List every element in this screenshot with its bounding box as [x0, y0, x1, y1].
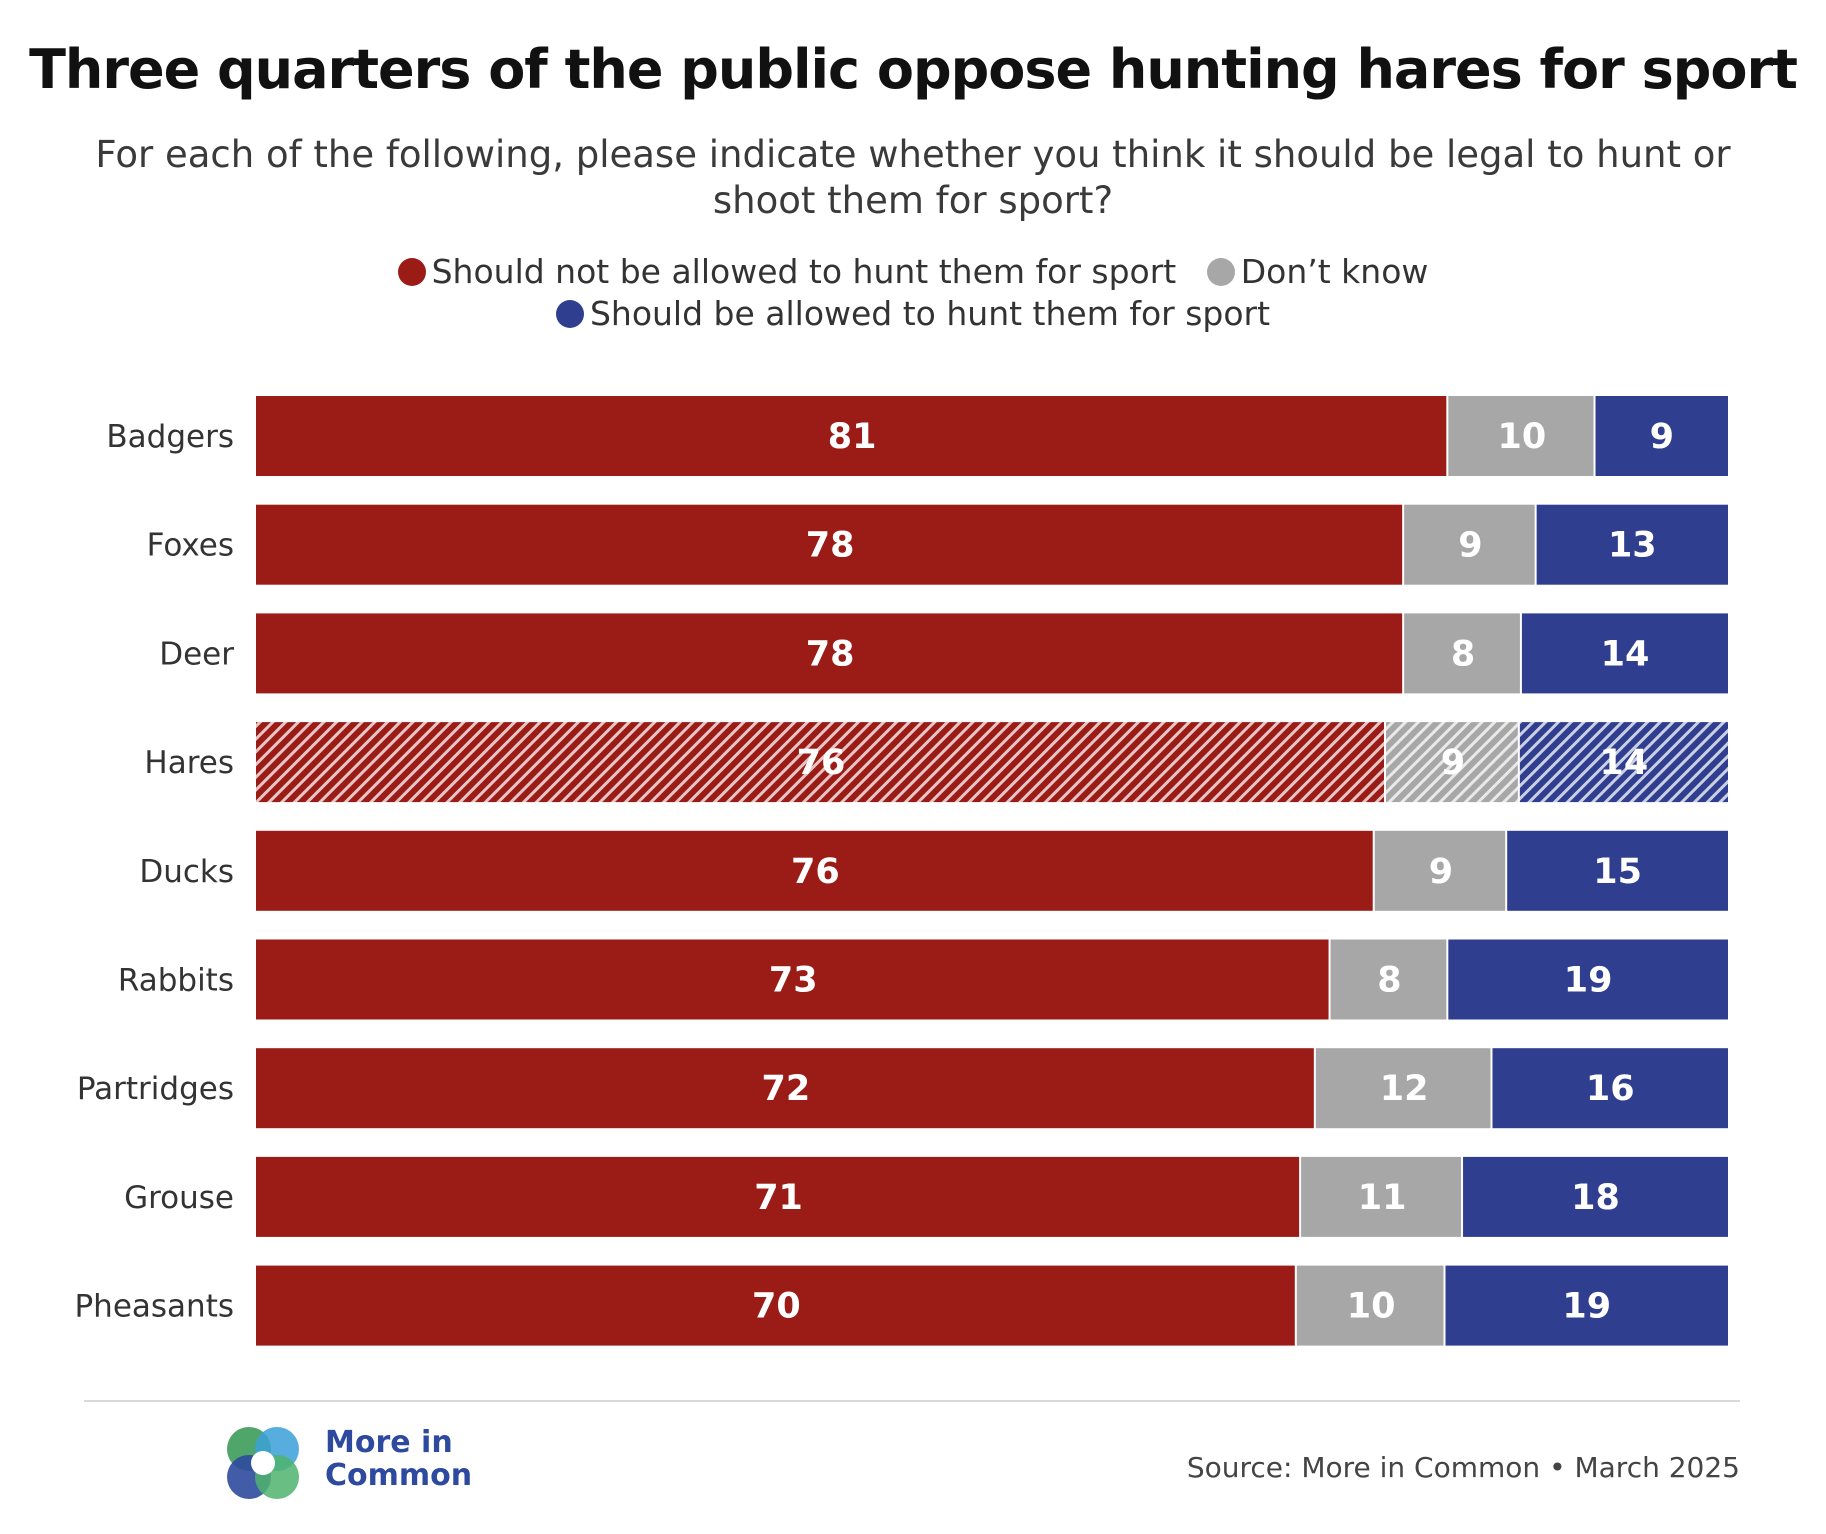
value-label-ducks-allowed: 15	[1593, 852, 1642, 892]
legend-swatch-dont-know	[1206, 258, 1235, 286]
legend-label-dont-know: Don’t know	[1240, 252, 1429, 291]
value-label-foxes-allowed: 13	[1608, 526, 1657, 566]
legend-swatch-allowed	[555, 300, 584, 328]
category-label-rabbits: Rabbits	[118, 963, 234, 999]
bar-partridges-not-allowed	[256, 1048, 1314, 1129]
bar-pheasants-not-allowed	[256, 1265, 1295, 1346]
value-label-ducks-dont-know: 9	[1429, 852, 1453, 892]
bar-foxes-allowed	[1536, 504, 1728, 585]
bar-foxes-not-allowed	[256, 504, 1403, 585]
value-label-deer-allowed: 14	[1601, 634, 1650, 674]
bar-grouse-allowed	[1463, 1156, 1728, 1237]
value-label-foxes-dont-know: 9	[1458, 526, 1482, 566]
bar-deer-allowed	[1521, 613, 1728, 694]
category-label-grouse: Grouse	[124, 1180, 234, 1216]
chart-title: Three quarters of the public oppose hunt…	[29, 38, 1798, 101]
legend-row-1: Should not be allowed to hunt them for s…	[0, 252, 1826, 291]
bar-grouse-not-allowed	[256, 1156, 1300, 1237]
value-label-deer-not-allowed: 78	[806, 634, 855, 674]
bar-foxes-dont-know	[1404, 504, 1535, 585]
bar-hares-dont-know	[1386, 722, 1518, 803]
bar-rabbits-dont-know	[1330, 939, 1447, 1020]
chart-subtitle: For each of the following, please indica…	[95, 133, 1731, 222]
legend-label-allowed: Should be allowed to hunt them for sport	[589, 294, 1271, 333]
category-label-ducks: Ducks	[139, 854, 234, 890]
value-label-pheasants-allowed: 19	[1562, 1287, 1611, 1327]
category-label-foxes: Foxes	[147, 528, 234, 564]
value-label-hares-dont-know: 9	[1441, 743, 1465, 783]
bar-badgers-dont-know	[1448, 396, 1594, 476]
value-label-grouse-not-allowed: 71	[754, 1178, 803, 1218]
value-label-grouse-allowed: 18	[1571, 1178, 1620, 1218]
category-label-deer: Deer	[159, 636, 234, 672]
value-label-pheasants-not-allowed: 70	[752, 1287, 801, 1327]
bar-deer-not-allowed	[256, 613, 1403, 694]
bar-deer-dont-know	[1404, 613, 1520, 694]
value-label-partridges-dont-know: 12	[1380, 1069, 1429, 1109]
value-label-badgers-dont-know: 10	[1498, 417, 1547, 457]
more-in-common-logo-icon	[227, 1427, 299, 1499]
value-label-ducks-not-allowed: 76	[791, 852, 840, 892]
category-label-badgers: Badgers	[106, 419, 234, 455]
bar-pheasants-dont-know	[1296, 1265, 1444, 1346]
value-label-pheasants-dont-know: 10	[1347, 1287, 1396, 1327]
footer-divider	[84, 1400, 1740, 1402]
value-label-badgers-not-allowed: 81	[828, 417, 877, 457]
bar-hares-allowed	[1519, 722, 1728, 803]
value-label-rabbits-dont-know: 8	[1377, 961, 1401, 1001]
legend-swatch-not-allowed	[397, 258, 426, 286]
legend-label-not-allowed: Should not be allowed to hunt them for s…	[431, 252, 1177, 291]
bar-hares-not-allowed	[256, 722, 1385, 803]
value-label-rabbits-allowed: 19	[1564, 961, 1613, 1001]
bar-rabbits-allowed	[1448, 939, 1728, 1020]
value-label-deer-dont-know: 8	[1451, 634, 1475, 674]
bar-ducks-not-allowed	[256, 830, 1373, 911]
brand-line-1: More in	[325, 1425, 453, 1460]
bar-ducks-allowed	[1507, 830, 1728, 911]
legend-item-not-allowed: Should not be allowed to hunt them for s…	[397, 252, 1177, 291]
category-label-hares: Hares	[144, 745, 234, 781]
value-label-grouse-dont-know: 11	[1358, 1178, 1407, 1218]
value-label-rabbits-not-allowed: 73	[769, 961, 818, 1001]
value-label-badgers-allowed: 9	[1650, 417, 1674, 457]
brand-line-2: Common	[325, 1458, 473, 1493]
bar-ducks-dont-know	[1374, 830, 1506, 911]
bar-pheasants-allowed	[1445, 1265, 1728, 1346]
bar-rabbits-not-allowed	[256, 939, 1329, 1020]
brand-wordmark: More in Common	[325, 1426, 472, 1492]
value-label-hares-allowed: 14	[1600, 743, 1649, 783]
bar-partridges-dont-know	[1315, 1048, 1491, 1129]
category-label-partridges: Partridges	[77, 1071, 234, 1107]
legend-item-allowed: Should be allowed to hunt them for sport	[555, 294, 1271, 333]
value-label-partridges-not-allowed: 72	[762, 1069, 811, 1109]
bar-badgers-allowed	[1595, 396, 1728, 476]
legend-row-2: Should be allowed to hunt them for sport	[0, 294, 1826, 333]
source-note: Source: More in Common • March 2025	[1186, 1451, 1740, 1484]
value-label-hares-not-allowed: 76	[797, 743, 846, 783]
bar-partridges-allowed	[1492, 1048, 1728, 1129]
legend-item-dont-know: Don’t know	[1206, 252, 1429, 291]
category-label-pheasants: Pheasants	[74, 1289, 234, 1325]
value-label-partridges-allowed: 16	[1586, 1069, 1635, 1109]
bar-grouse-dont-know	[1301, 1156, 1462, 1237]
bar-badgers-not-allowed	[256, 396, 1447, 476]
value-label-foxes-not-allowed: 78	[806, 526, 855, 566]
